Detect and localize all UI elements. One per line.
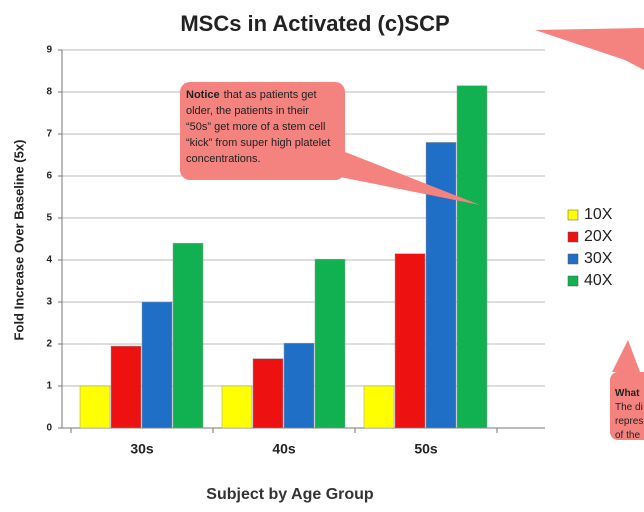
bar (283, 342, 315, 429)
y-tick-label: 1 (46, 381, 52, 392)
annotation-lead: Notice (186, 89, 220, 101)
y-tick-label: 7 (46, 129, 52, 140)
annotation-line: concentrations. (186, 153, 261, 165)
annotation-line: “50s” get more of a stem cell (186, 121, 325, 133)
legend-swatch (567, 231, 579, 243)
legend-label: 40X (584, 272, 613, 289)
x-tick-label: 40s (272, 441, 296, 457)
annotation-line: older, the patients in their (186, 105, 309, 117)
y-tick-label: 9 (46, 45, 52, 56)
legend-label: 20X (584, 228, 613, 245)
legend-label: 30X (584, 250, 613, 267)
annotation-line: that as patients get (224, 89, 317, 101)
callout-tail (612, 340, 640, 372)
y-tick-label: 2 (46, 339, 52, 350)
x-axis-label: Subject by Age Group (206, 486, 374, 503)
bar (425, 142, 457, 429)
bar (172, 242, 204, 429)
legend-swatch (567, 275, 579, 287)
y-tick-label: 6 (46, 171, 52, 182)
bar (252, 358, 284, 429)
annotation-lead: What (615, 388, 640, 399)
bar (456, 85, 488, 429)
x-tick-label: 50s (414, 441, 438, 457)
annotation: Notice that as patients get older, the pat… (186, 89, 330, 165)
annotation: What The di repres of the (615, 388, 643, 441)
bar (141, 301, 173, 429)
legend-label: 10X (584, 206, 613, 223)
bar (79, 385, 111, 429)
legend-swatch (567, 253, 579, 265)
callout-box (180, 82, 345, 180)
callout-box (610, 372, 644, 440)
annotation-line: The di (615, 402, 643, 413)
bar (221, 385, 253, 429)
bar (314, 258, 346, 429)
x-tick-label: 30s (130, 441, 154, 457)
bar (363, 385, 395, 429)
annotation-line: “kick” from super high platelet (186, 137, 330, 149)
bar (110, 345, 142, 429)
legend-swatch (567, 209, 579, 221)
callout-pointer (535, 28, 644, 70)
y-tick-label: 4 (46, 255, 52, 266)
y-tick-label: 0 (46, 423, 52, 434)
y-axis-label: Fold Increase Over Baseline (5x) (11, 140, 26, 341)
chart-title: MSCs in Activated (c)SCP (180, 11, 449, 36)
annotation-line: of the (615, 430, 640, 441)
y-tick-label: 8 (46, 87, 52, 98)
annotation-line: repres (615, 416, 643, 427)
y-tick-label: 3 (46, 297, 52, 308)
y-tick-label: 5 (46, 213, 52, 224)
bar (394, 253, 426, 429)
